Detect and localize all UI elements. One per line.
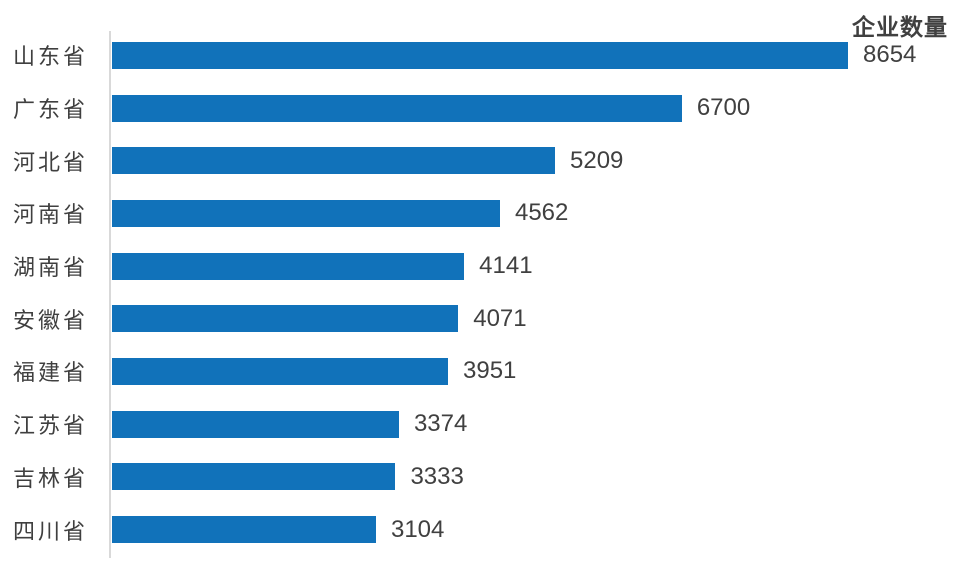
value-label: 4562	[514, 199, 569, 227]
bar-row: 山东省 8654	[0, 29, 959, 82]
bar-row: 四川省 3104	[0, 503, 959, 556]
bar	[112, 463, 396, 491]
category-label: 江苏省	[13, 414, 89, 440]
category-label: 广东省	[13, 98, 89, 124]
category-label: 四川省	[13, 519, 89, 545]
category-label: 吉林省	[13, 466, 89, 492]
bar	[112, 252, 465, 280]
bar	[112, 94, 682, 122]
bar-row: 安徽省 4071	[0, 292, 959, 345]
category-label: 湖南省	[13, 256, 89, 282]
value-label: 3374	[413, 410, 468, 438]
bar-row: 福建省 3951	[0, 345, 959, 398]
y-axis-line	[109, 31, 111, 558]
category-label: 安徽省	[13, 308, 89, 334]
bar	[112, 357, 449, 385]
value-label: 4141	[479, 252, 533, 280]
bar	[112, 199, 500, 227]
bar-row: 江苏省 3374	[0, 398, 959, 451]
bar	[112, 410, 399, 438]
bar	[112, 305, 459, 333]
value-label: 8654	[863, 41, 917, 69]
value-label: 4071	[473, 304, 527, 332]
value-label: 3333	[410, 462, 464, 490]
value-label: 5209	[570, 146, 624, 174]
value-label: 3951	[463, 357, 517, 385]
category-label: 山东省	[13, 45, 89, 71]
bar-row: 河北省 5209	[0, 134, 959, 187]
chart-title: 企业数量	[852, 14, 948, 40]
value-label: 3104	[390, 515, 445, 543]
bar	[112, 41, 848, 69]
bar-row: 广东省 6700	[0, 82, 959, 135]
bar-row: 吉林省 3333	[0, 451, 959, 504]
bar	[112, 147, 555, 175]
bar-rows: 山东省 8654 广东省 6700 河北省 5209 河南省 4562 湖南省 4141 安徽省 40…	[0, 29, 959, 556]
value-label: 6700	[696, 94, 751, 122]
category-label: 福建省	[13, 361, 89, 387]
bar	[112, 516, 376, 544]
category-label: 河南省	[13, 203, 89, 229]
bar-row: 湖南省 4141	[0, 240, 959, 293]
category-label: 河北省	[13, 150, 89, 176]
bar-row: 河南省 4562	[0, 187, 959, 240]
